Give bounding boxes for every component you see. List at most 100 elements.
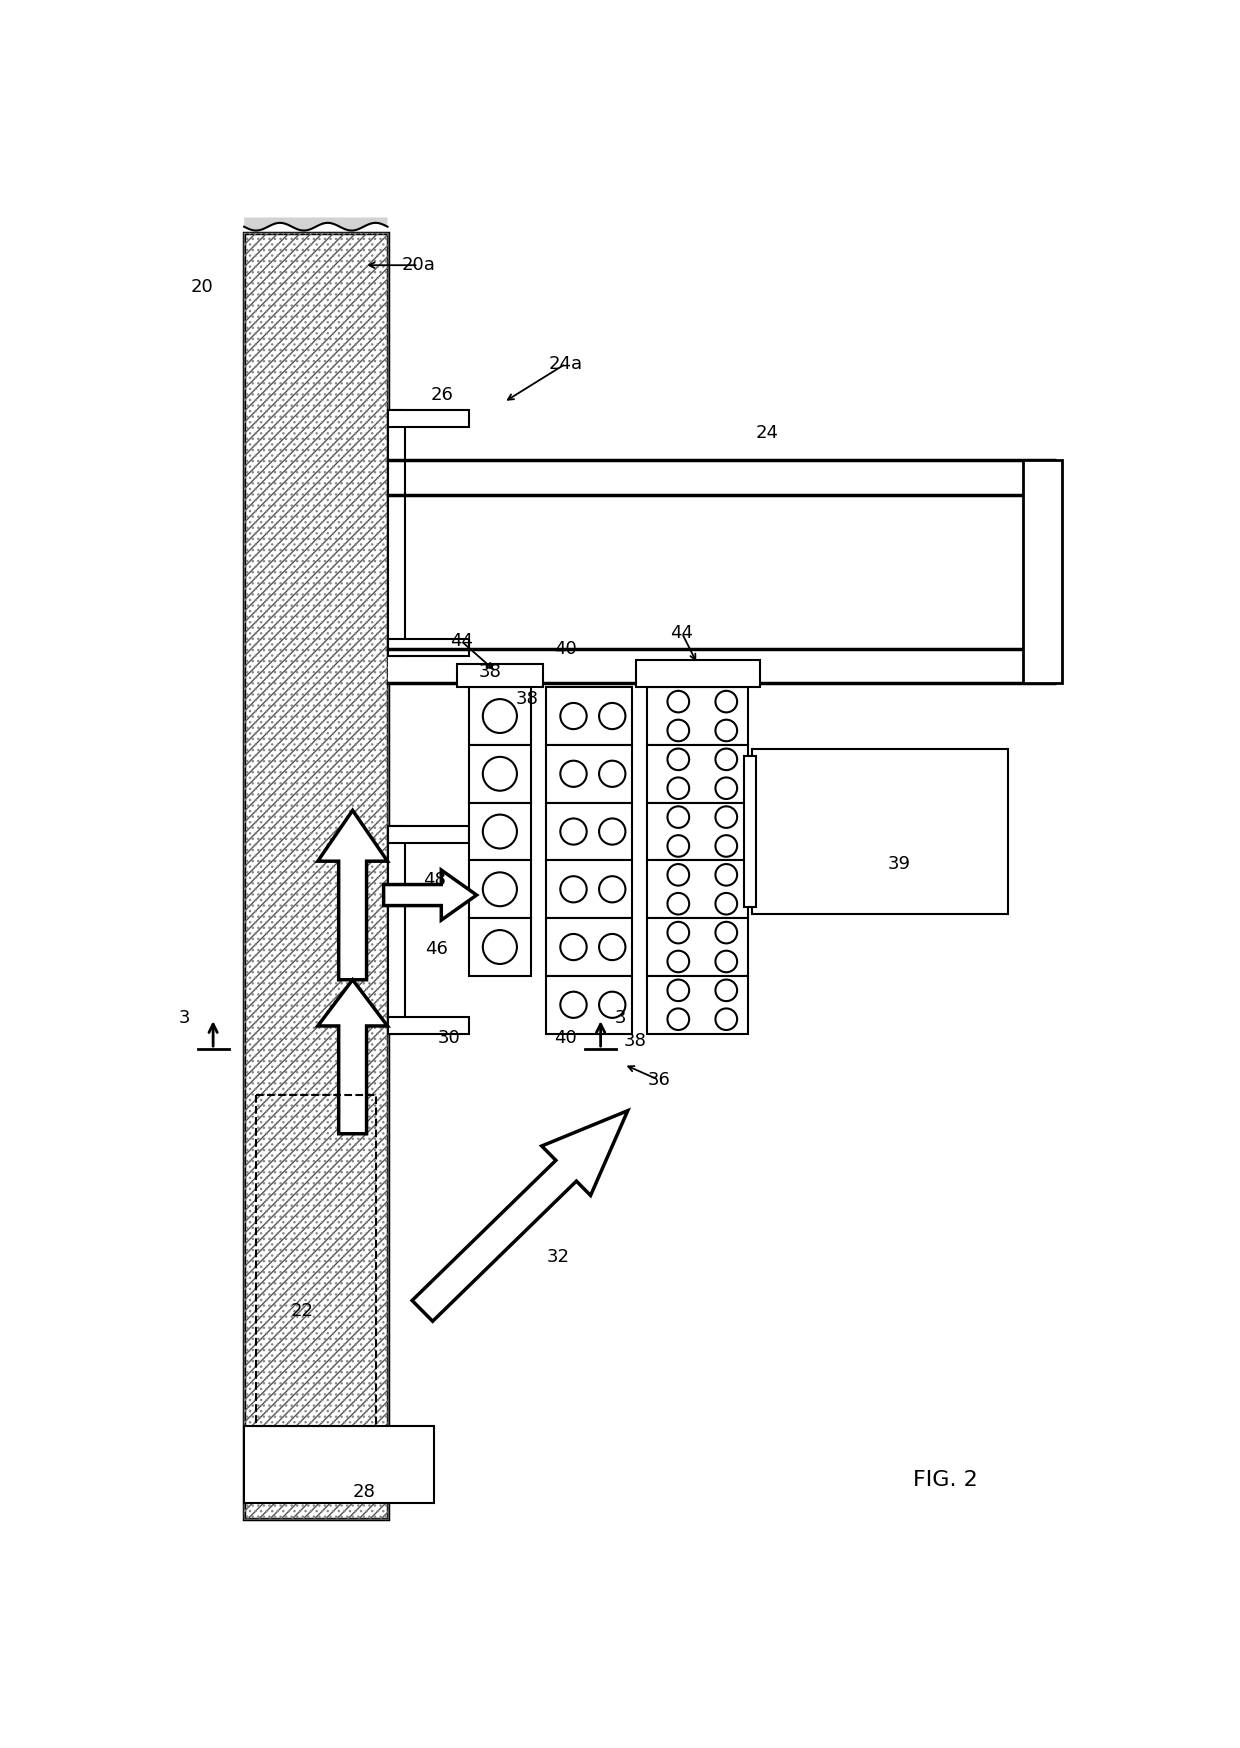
Polygon shape <box>383 871 476 919</box>
Text: 36: 36 <box>647 1072 670 1089</box>
Bar <box>387 1017 469 1033</box>
Bar <box>1023 460 1061 683</box>
Circle shape <box>715 836 737 857</box>
Bar <box>387 825 404 1033</box>
Bar <box>469 802 531 860</box>
Text: 3: 3 <box>614 1009 626 1028</box>
Bar <box>547 802 631 860</box>
Bar <box>547 745 631 802</box>
Bar <box>547 918 631 975</box>
Circle shape <box>667 806 689 829</box>
Bar <box>647 745 748 802</box>
Bar <box>387 411 404 656</box>
Text: 38: 38 <box>624 1033 647 1051</box>
Circle shape <box>560 760 587 787</box>
Circle shape <box>715 979 737 1002</box>
Bar <box>244 232 387 1519</box>
Bar <box>647 860 748 918</box>
Circle shape <box>715 778 737 799</box>
Circle shape <box>667 748 689 771</box>
Bar <box>469 860 531 918</box>
Circle shape <box>560 818 587 844</box>
Text: 24a: 24a <box>548 355 583 372</box>
Text: 24: 24 <box>755 425 779 442</box>
Bar <box>469 687 531 745</box>
Bar <box>547 687 631 745</box>
Polygon shape <box>244 217 387 231</box>
Bar <box>469 918 531 975</box>
Circle shape <box>715 1009 737 1030</box>
Bar <box>647 975 748 1033</box>
Circle shape <box>667 921 689 944</box>
Bar <box>744 757 755 907</box>
Circle shape <box>599 876 625 902</box>
Polygon shape <box>412 1110 627 1321</box>
Circle shape <box>482 930 517 963</box>
Bar <box>635 661 759 687</box>
Text: 3: 3 <box>179 1009 190 1028</box>
Circle shape <box>599 760 625 787</box>
Bar <box>244 232 387 1519</box>
Circle shape <box>667 951 689 972</box>
Bar <box>751 748 1007 914</box>
Bar <box>647 802 748 860</box>
Circle shape <box>560 991 587 1017</box>
Circle shape <box>560 876 587 902</box>
Text: FIG. 2: FIG. 2 <box>913 1470 978 1491</box>
Circle shape <box>715 748 737 771</box>
Bar <box>647 687 748 745</box>
Bar <box>647 918 748 975</box>
Bar <box>255 1096 376 1426</box>
Text: 28: 28 <box>353 1482 376 1502</box>
Bar <box>387 640 469 656</box>
Circle shape <box>667 979 689 1002</box>
Circle shape <box>667 690 689 713</box>
Bar <box>458 664 543 687</box>
Circle shape <box>482 757 517 790</box>
Circle shape <box>715 720 737 741</box>
Circle shape <box>667 836 689 857</box>
Text: 40: 40 <box>554 640 577 657</box>
Bar <box>244 1426 434 1503</box>
Text: 44: 44 <box>671 624 693 642</box>
Bar <box>244 232 387 1519</box>
Circle shape <box>599 818 625 844</box>
Circle shape <box>482 699 517 732</box>
Circle shape <box>667 893 689 914</box>
Text: 26: 26 <box>430 386 453 404</box>
Text: 38: 38 <box>479 662 501 680</box>
Bar <box>387 649 1054 683</box>
Circle shape <box>715 864 737 886</box>
Bar <box>547 975 631 1033</box>
Bar <box>469 745 531 802</box>
Text: 20: 20 <box>190 278 213 295</box>
Bar <box>547 860 631 918</box>
Text: 22: 22 <box>290 1302 314 1320</box>
Circle shape <box>482 815 517 848</box>
Text: 40: 40 <box>554 1028 577 1047</box>
Polygon shape <box>317 811 387 981</box>
Text: 20a: 20a <box>402 257 435 274</box>
Text: 38: 38 <box>516 690 538 708</box>
Text: 46: 46 <box>425 940 448 958</box>
Text: 48: 48 <box>423 871 445 888</box>
Circle shape <box>599 991 625 1017</box>
Circle shape <box>667 864 689 886</box>
Circle shape <box>667 778 689 799</box>
Bar <box>387 460 1054 495</box>
Circle shape <box>715 893 737 914</box>
Circle shape <box>482 872 517 905</box>
Bar <box>387 825 469 843</box>
Circle shape <box>599 933 625 960</box>
Text: 32: 32 <box>547 1248 569 1266</box>
Circle shape <box>599 703 625 729</box>
Bar <box>387 411 469 427</box>
Circle shape <box>667 1009 689 1030</box>
Circle shape <box>560 703 587 729</box>
Text: 30: 30 <box>438 1028 461 1047</box>
Polygon shape <box>317 981 387 1134</box>
Text: 44: 44 <box>450 633 472 650</box>
Circle shape <box>715 690 737 713</box>
Circle shape <box>560 933 587 960</box>
Circle shape <box>715 921 737 944</box>
